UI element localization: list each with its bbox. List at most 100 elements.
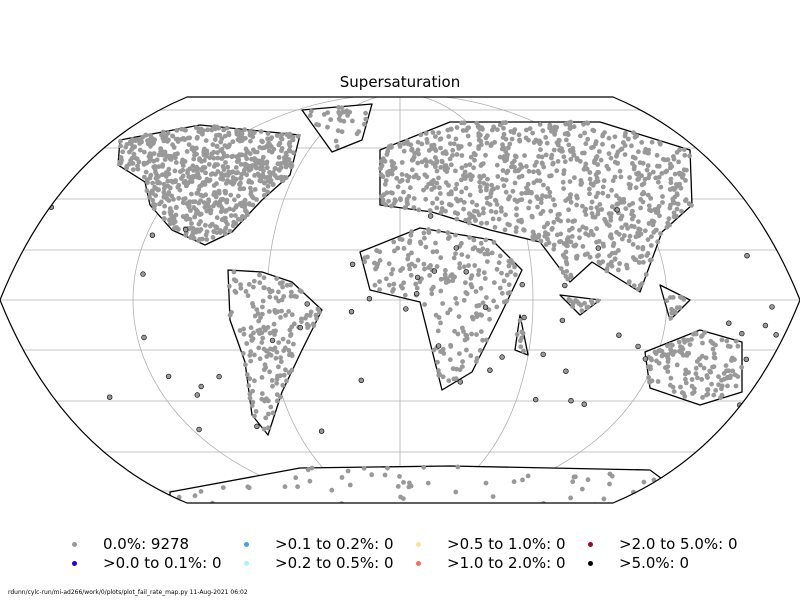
station-point	[266, 411, 271, 417]
station-point	[380, 174, 386, 180]
station-point	[175, 151, 180, 157]
station-point	[211, 155, 217, 161]
station-point	[212, 137, 218, 143]
station-point	[563, 249, 569, 255]
station-point	[438, 349, 443, 354]
station-point	[348, 309, 355, 315]
station-point	[190, 175, 196, 181]
station-point	[512, 127, 518, 132]
station-point	[308, 108, 314, 114]
station-point	[430, 130, 436, 135]
station-point	[704, 392, 709, 398]
station-point	[398, 268, 403, 273]
station-point	[401, 246, 407, 251]
station-point	[478, 285, 484, 291]
station-point	[418, 132, 424, 138]
station-point	[547, 189, 553, 195]
station-point	[769, 304, 775, 310]
station-point	[469, 199, 475, 205]
station-point	[408, 142, 414, 148]
station-point	[681, 147, 687, 153]
station-point	[390, 267, 396, 272]
station-point	[584, 305, 590, 311]
station-point	[561, 154, 567, 160]
station-point	[495, 127, 500, 133]
station-point	[597, 202, 603, 207]
station-point	[143, 169, 149, 175]
station-point	[578, 178, 584, 183]
station-point	[679, 295, 684, 301]
station-point	[214, 225, 219, 230]
station-point	[401, 189, 406, 195]
station-point	[560, 179, 566, 185]
station-point	[263, 415, 269, 421]
station-point	[656, 348, 662, 354]
station-point	[725, 343, 731, 349]
station-point	[701, 365, 707, 371]
station-point	[239, 200, 245, 206]
station-point	[195, 190, 201, 196]
station-point	[615, 160, 620, 166]
station-point	[544, 140, 550, 146]
station-point	[119, 157, 124, 163]
station-point	[439, 158, 445, 164]
station-point	[665, 364, 671, 369]
station-point	[645, 163, 651, 169]
station-point	[225, 178, 231, 183]
station-point	[562, 254, 567, 260]
station-point	[450, 366, 456, 372]
station-point	[430, 200, 435, 206]
station-point	[683, 380, 689, 386]
station-point	[460, 128, 466, 133]
station-point	[617, 261, 622, 266]
station-point	[208, 172, 214, 177]
station-point	[574, 195, 580, 201]
station-point	[426, 230, 432, 236]
station-point	[261, 193, 267, 198]
station-point	[133, 155, 139, 161]
station-point	[250, 301, 255, 306]
station-point	[596, 259, 602, 265]
station-point	[247, 163, 253, 169]
station-point	[580, 203, 585, 209]
station-point	[685, 337, 691, 343]
station-point	[670, 295, 676, 300]
station-point	[703, 355, 709, 361]
station-point	[630, 154, 636, 160]
station-point	[187, 216, 193, 222]
station-point	[197, 228, 202, 234]
station-point	[522, 153, 527, 159]
station-point	[258, 129, 264, 134]
station-point	[631, 130, 636, 136]
station-point	[184, 149, 190, 154]
station-point	[537, 141, 543, 147]
station-point	[457, 351, 462, 356]
station-point	[406, 174, 412, 180]
station-point	[416, 207, 422, 213]
station-point	[487, 316, 492, 322]
station-point	[617, 196, 622, 202]
station-point	[467, 220, 472, 226]
station-point	[279, 146, 285, 151]
station-point	[226, 130, 232, 136]
station-point	[671, 156, 677, 162]
station-point	[485, 259, 490, 264]
station-point	[194, 392, 201, 398]
station-point	[225, 221, 230, 227]
station-point	[531, 232, 537, 237]
station-point	[212, 124, 217, 130]
station-point	[258, 165, 264, 171]
station-point	[309, 465, 315, 471]
station-point	[248, 349, 254, 355]
legend-item: >0.0 to 0.1%: 0	[60, 554, 232, 572]
station-point	[186, 204, 192, 210]
station-point	[559, 317, 566, 324]
station-point	[288, 332, 294, 337]
station-point	[212, 190, 217, 195]
station-point	[403, 306, 409, 312]
station-point	[257, 356, 263, 362]
station-point	[165, 373, 172, 380]
station-point	[358, 377, 364, 383]
station-point	[409, 167, 415, 173]
station-point	[135, 137, 141, 143]
